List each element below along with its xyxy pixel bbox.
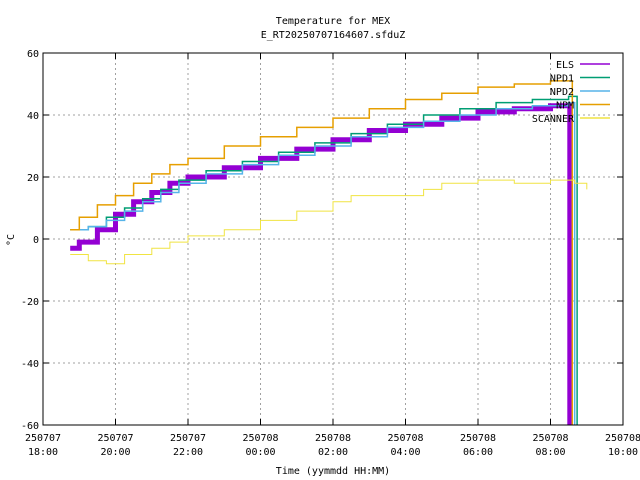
- series-line-npd2: [70, 101, 576, 425]
- x-tick-label: 18:00: [28, 447, 58, 458]
- y-tick-label: 0: [33, 235, 39, 246]
- x-tick-label: 10:00: [608, 447, 638, 458]
- x-tick-label: 250707: [25, 433, 61, 444]
- y-tick-label: -40: [21, 359, 39, 370]
- series-line-npd1: [70, 95, 578, 425]
- y-tick-label: 60: [27, 49, 39, 60]
- legend-label-npm: NPM: [556, 101, 574, 112]
- x-tick-label: 22:00: [173, 447, 203, 458]
- series-line-els: [70, 103, 573, 425]
- x-tick-label: 08:00: [535, 447, 565, 458]
- y-axis-label: °C: [6, 234, 17, 246]
- plot-series: [70, 80, 588, 425]
- x-tick-label: 250708: [315, 433, 351, 444]
- x-tick-label: 250708: [242, 433, 278, 444]
- x-axis-label: Time (yymmdd HH:MM): [276, 466, 390, 477]
- x-tick-label: 06:00: [463, 447, 493, 458]
- x-tick-label: 04:00: [390, 447, 420, 458]
- y-tick-label: -60: [21, 421, 39, 432]
- x-tick-label: 250708: [387, 433, 423, 444]
- x-tick-label: 250707: [97, 433, 133, 444]
- x-tick-label: 20:00: [100, 447, 130, 458]
- legend-label-npd2: NPD2: [550, 87, 574, 98]
- y-tick-label: -20: [21, 297, 39, 308]
- y-axis: -60 -40 -20 0 20 40 60: [21, 49, 623, 432]
- x-tick-label: 02:00: [318, 447, 348, 458]
- y-tick-label: 40: [27, 111, 39, 122]
- x-tick-label: 250708: [605, 433, 640, 444]
- chart-title: Temperature for MEX: [276, 16, 390, 27]
- y-tick-label: 20: [27, 173, 39, 184]
- series-line-scanner: [70, 179, 588, 265]
- x-tick-label: 250708: [532, 433, 568, 444]
- x-axis: 250707 18:00 250707 20:00 250707 22:00 250708 0…: [25, 53, 640, 458]
- legend-label-npd1: NPD1: [550, 74, 574, 85]
- x-tick-label: 00:00: [245, 447, 275, 458]
- x-tick-label: 250707: [170, 433, 206, 444]
- legend-label-els: ELS: [556, 60, 574, 71]
- x-tick-label: 250708: [460, 433, 496, 444]
- series-line-npm: [70, 80, 574, 425]
- legend-label-scanner: SCANNER: [532, 114, 575, 125]
- chart-subtitle: E_RT20250707164607.sfduZ: [261, 30, 406, 41]
- legend: ELS NPD1 NPD2 NPM SCANNER: [532, 60, 610, 125]
